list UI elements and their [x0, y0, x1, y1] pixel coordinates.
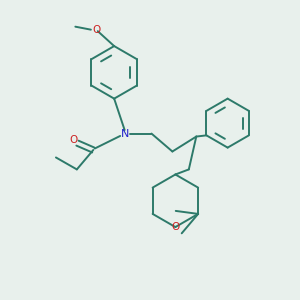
- Text: O: O: [70, 134, 78, 145]
- Text: N: N: [120, 129, 129, 139]
- Text: O: O: [171, 222, 179, 232]
- Text: O: O: [92, 25, 100, 35]
